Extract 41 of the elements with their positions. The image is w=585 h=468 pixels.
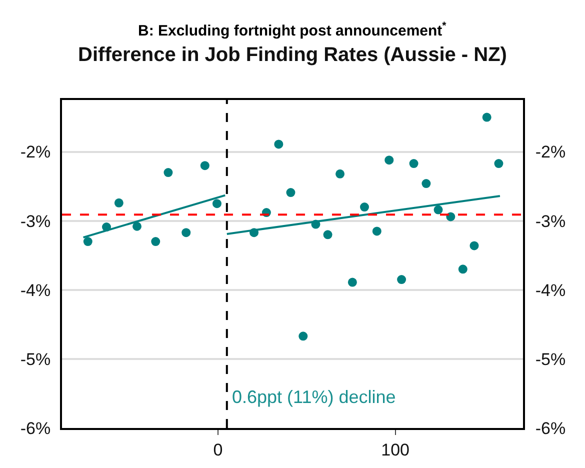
- point: [164, 168, 173, 178]
- point: [182, 228, 191, 238]
- point: [286, 188, 296, 198]
- point: [114, 198, 124, 208]
- point: [470, 241, 479, 250]
- point: [434, 205, 443, 214]
- point: [372, 226, 382, 236]
- point: [348, 278, 357, 287]
- point: [336, 169, 345, 178]
- y-tick-label: -4%: [20, 280, 51, 300]
- point: [323, 230, 332, 240]
- x-tick-label: 100: [381, 440, 410, 460]
- point: [409, 159, 418, 168]
- y2-tick-label: -6%: [535, 418, 566, 438]
- y2-tick-label: -3%: [535, 212, 566, 231]
- y-tick-label: -3%: [20, 212, 51, 231]
- point: [151, 237, 160, 246]
- point: [200, 161, 210, 170]
- point: [298, 332, 308, 341]
- y2-tick-label: -2%: [535, 142, 566, 162]
- y-tick-label: -2%: [20, 142, 51, 162]
- point: [482, 112, 492, 122]
- point: [384, 156, 394, 165]
- point: [274, 140, 284, 149]
- point: [446, 212, 456, 222]
- point: [397, 275, 406, 284]
- point: [360, 202, 369, 212]
- y-tick-label: -6%: [20, 418, 51, 438]
- x-tick-label: 0: [213, 440, 223, 460]
- point: [132, 222, 142, 231]
- point: [494, 159, 504, 168]
- y2-tick-label: -5%: [535, 350, 566, 369]
- y-tick-label: -5%: [20, 350, 51, 369]
- chart-subtitle: B: Excluding fortnight post announcement$^{*}$: [138, 20, 448, 40]
- point: [422, 179, 431, 188]
- point: [458, 264, 468, 274]
- annotation: 0.6ppt (11%) decline: [232, 387, 396, 407]
- y2-tick-label: -4%: [535, 280, 566, 300]
- point: [212, 199, 222, 208]
- chart-title: Difference in Job Finding Rates (Aussie - NZ): [78, 44, 507, 66]
- point: [83, 237, 92, 246]
